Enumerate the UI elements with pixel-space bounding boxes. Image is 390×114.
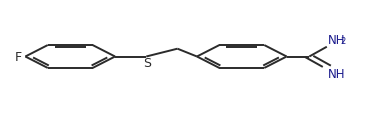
Text: S: S <box>143 57 151 70</box>
Text: NH: NH <box>328 34 345 46</box>
Text: NH: NH <box>328 68 345 80</box>
Text: 2: 2 <box>341 37 346 46</box>
Text: F: F <box>14 51 21 63</box>
